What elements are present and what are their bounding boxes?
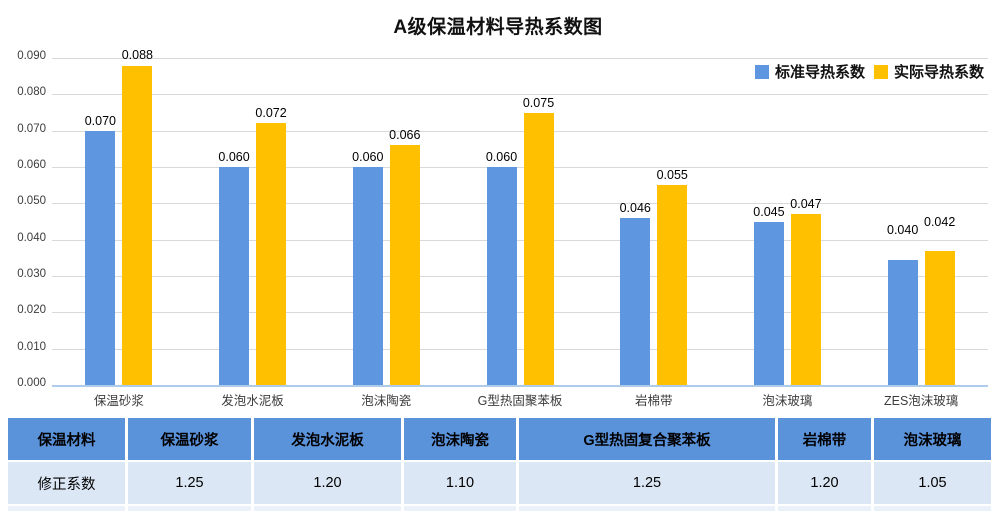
table-cell	[874, 506, 991, 511]
bar-value-label: 0.060	[352, 150, 384, 164]
legend-item-实际导热系数: 实际导热系数	[873, 61, 984, 82]
table-header-cell: 岩棉带	[778, 418, 871, 460]
table-row-header: 保温材料 保温砂浆 发泡水泥板 泡沫陶瓷 G型热固复合聚苯板 岩棉带 泡沫玻璃	[8, 418, 991, 460]
legend-swatch-icon	[873, 64, 888, 79]
table-header-cell: 发泡水泥板	[254, 418, 401, 460]
table-header-cell: G型热固复合聚苯板	[519, 418, 775, 460]
bar-实际导热系数-泡沫陶瓷	[389, 145, 420, 385]
bar-实际导热系数-保温砂浆	[122, 66, 153, 385]
table-cell: 1.20	[778, 462, 871, 504]
table-cell	[778, 506, 871, 511]
bar-标准导热系数-ZES泡沫玻璃	[887, 259, 918, 385]
y-gridline	[52, 130, 988, 132]
bar-实际导热系数-泡沫玻璃	[790, 214, 821, 385]
bar-value-label: 0.055	[656, 168, 688, 183]
table-cell	[128, 506, 251, 511]
table-cell: 1.25	[519, 462, 775, 504]
bar-value-label: 0.066	[389, 128, 421, 143]
table-cell: 1.05	[874, 462, 991, 504]
bar-标准导热系数-岩棉带	[620, 217, 651, 385]
y-gridline	[52, 276, 988, 277]
table-cell	[8, 506, 125, 511]
table-cell	[519, 506, 775, 511]
y-gridline	[52, 167, 988, 168]
bar-实际导热系数-发泡水泥板	[256, 123, 287, 385]
table-row-body: 修正系数 1.25 1.20 1.10 1.25 1.20 1.05	[8, 462, 991, 504]
table-cell	[254, 506, 401, 511]
x-axis-category-label: ZES泡沫玻璃	[883, 394, 959, 408]
y-axis-tick-label: 0.080	[17, 86, 46, 99]
y-gridline	[52, 312, 988, 314]
y-axis-tick-label: 0.010	[17, 340, 46, 353]
y-axis-tick-label: 0.090	[17, 50, 46, 62]
x-axis-category-label: G型热固聚苯板	[477, 394, 563, 408]
bar-标准导热系数-泡沫陶瓷	[352, 167, 383, 385]
x-axis-category-label: 发泡水泥板	[221, 394, 284, 408]
bar-value-label: 0.070	[84, 113, 116, 128]
table-header-cell: 保温砂浆	[128, 418, 251, 460]
bar-标准导热系数-G型热固聚苯板	[486, 167, 517, 385]
bar-chart-plot-area: 0.070 0.088 0.060 0.072 0.060 0.066 0.060 0.075…	[52, 48, 988, 387]
bar-实际导热系数-ZES泡沫玻璃	[924, 250, 955, 385]
legend-item-标准导热系数: 标准导热系数	[754, 61, 865, 82]
y-axis-tick-label: 0.030	[17, 268, 46, 280]
y-gridline	[52, 58, 988, 59]
y-axis-tick-label: 0.020	[17, 304, 46, 317]
table-cell: 1.25	[128, 462, 251, 504]
bar-实际导热系数-岩棉带	[657, 185, 688, 385]
table-cell: 修正系数	[8, 462, 125, 504]
table-header-cell: 泡沫陶瓷	[404, 418, 516, 460]
bar-value-label: 0.040	[887, 222, 919, 237]
legend-label: 标准导热系数	[774, 64, 865, 81]
bar-标准导热系数-保温砂浆	[85, 130, 116, 385]
bar-value-label: 0.060	[485, 150, 518, 164]
legend-swatch-icon	[754, 64, 769, 79]
table-header-cell: 泡沫玻璃	[874, 418, 991, 460]
chart-title: A级保温材料导热系数图	[393, 17, 603, 38]
y-axis-tick-label: 0.060	[17, 159, 46, 171]
chart-legend: 标准导热系数 实际导热系数	[754, 61, 984, 82]
table-row-strip	[8, 506, 991, 511]
y-axis-tick-label: 0.070	[17, 122, 46, 135]
y-gridline	[52, 203, 988, 205]
bar-value-label: 0.046	[619, 200, 651, 215]
table-cell: 1.10	[404, 462, 516, 504]
correction-factor-table: 保温材料 保温砂浆 发泡水泥板 泡沫陶瓷 G型热固复合聚苯板 岩棉带 泡沫玻璃 修正系数 1.2…	[8, 418, 991, 511]
x-axis-category-label: 岩棉带	[634, 394, 673, 408]
x-axis-category-label: 泡沫陶瓷	[361, 394, 412, 408]
x-axis-category-label: 保温砂浆	[93, 394, 144, 408]
bar-标准导热系数-泡沫玻璃	[753, 221, 784, 385]
y-axis-tick-label: 0.000	[17, 377, 46, 389]
table-cell: 1.20	[254, 462, 401, 504]
table-header-cell: 保温材料	[8, 418, 125, 460]
x-axis-category-label: 泡沫玻璃	[762, 394, 813, 408]
bar-value-label: 0.072	[255, 106, 287, 121]
legend-label: 实际导热系数	[893, 64, 984, 81]
table-cell	[404, 506, 516, 511]
y-gridline	[52, 385, 988, 387]
y-axis-tick-label: 0.040	[17, 231, 46, 244]
bar-value-label: 0.047	[790, 197, 822, 212]
y-gridline	[52, 348, 988, 350]
bar-value-label: 0.088	[121, 48, 153, 63]
bar-value-label: 0.042	[924, 215, 956, 230]
bar-value-label: 0.045	[753, 204, 785, 219]
bar-value-label: 0.075	[522, 95, 555, 110]
y-gridline	[52, 94, 988, 96]
bar-标准导热系数-发泡水泥板	[219, 167, 250, 385]
bar-value-label: 0.060	[218, 150, 250, 164]
bar-实际导热系数-G型热固聚苯板	[523, 112, 554, 385]
y-axis-tick-label: 0.050	[17, 195, 46, 208]
y-gridline	[52, 239, 988, 241]
